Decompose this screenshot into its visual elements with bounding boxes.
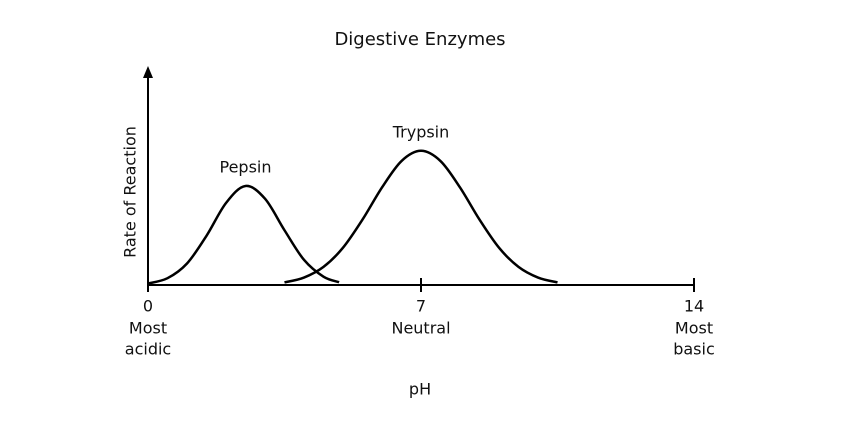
chart-title: Digestive Enzymes — [334, 29, 505, 50]
x-tick-note: Most — [675, 319, 713, 338]
x-axis-label: pH — [409, 380, 431, 399]
enzyme-curve — [147, 184, 340, 285]
x-tick-note: acidic — [125, 340, 171, 359]
x-tick-note: basic — [673, 340, 715, 359]
x-tick-label: 14 — [684, 297, 704, 316]
curve-label: Pepsin — [220, 157, 272, 176]
x-tick-note: Neutral — [391, 319, 450, 338]
x-tick-label: 0 — [143, 297, 153, 316]
y-axis-label: Rate of Reaction — [121, 126, 140, 258]
x-tick-note: Most — [129, 319, 167, 338]
x-tick-label: 7 — [416, 297, 426, 316]
curve-label: Trypsin — [392, 122, 450, 141]
y-axis-arrow — [143, 66, 153, 78]
enzyme-curve — [284, 149, 558, 284]
